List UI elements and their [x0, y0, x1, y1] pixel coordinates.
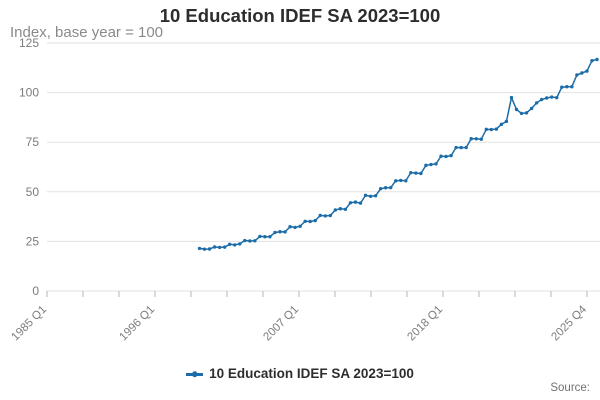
- svg-text:75: 75: [26, 135, 40, 149]
- svg-text:0: 0: [32, 284, 39, 298]
- svg-text:2007 Q1: 2007 Q1: [261, 304, 301, 344]
- svg-text:1996 Q1: 1996 Q1: [117, 304, 157, 344]
- svg-text:125: 125: [19, 36, 39, 50]
- svg-text:2025 Q4: 2025 Q4: [549, 303, 589, 343]
- svg-text:50: 50: [26, 185, 40, 199]
- svg-text:25: 25: [26, 234, 40, 248]
- svg-text:2018 Q1: 2018 Q1: [405, 304, 445, 344]
- svg-text:1985 Q1: 1985 Q1: [9, 304, 49, 344]
- svg-text:100: 100: [19, 86, 39, 100]
